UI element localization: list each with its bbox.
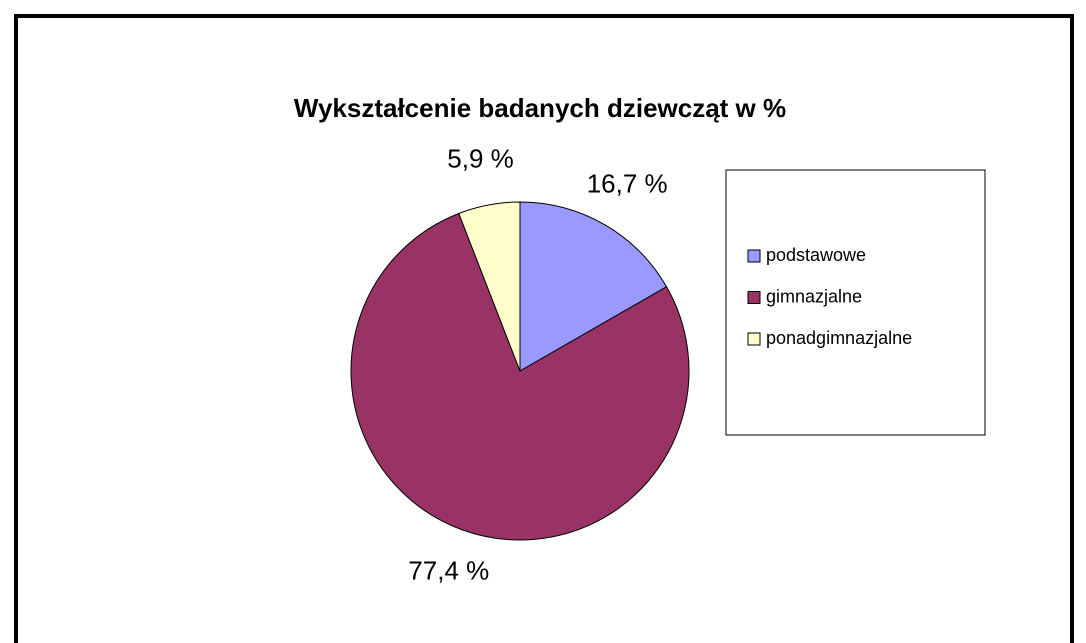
data-label: 16,7 %: [587, 169, 668, 199]
legend-label: gimnazjalne: [766, 286, 862, 306]
legend-swatch: [747, 291, 761, 304]
data-label: 5,9 %: [447, 144, 514, 174]
legend-box: [725, 169, 986, 436]
legend-swatch: [747, 249, 761, 263]
legend-swatch: [747, 332, 761, 346]
chart-title: Wykształcenie badanych dziewcząt w %: [294, 93, 786, 123]
legend-label: podstawowe: [766, 245, 866, 265]
pie-slice: [458, 201, 521, 372]
data-label: 77,4 %: [408, 556, 489, 586]
pie-slice: [519, 201, 668, 372]
legend-label: ponadgimnazjalne: [766, 328, 912, 348]
pie-slice: [350, 212, 690, 541]
